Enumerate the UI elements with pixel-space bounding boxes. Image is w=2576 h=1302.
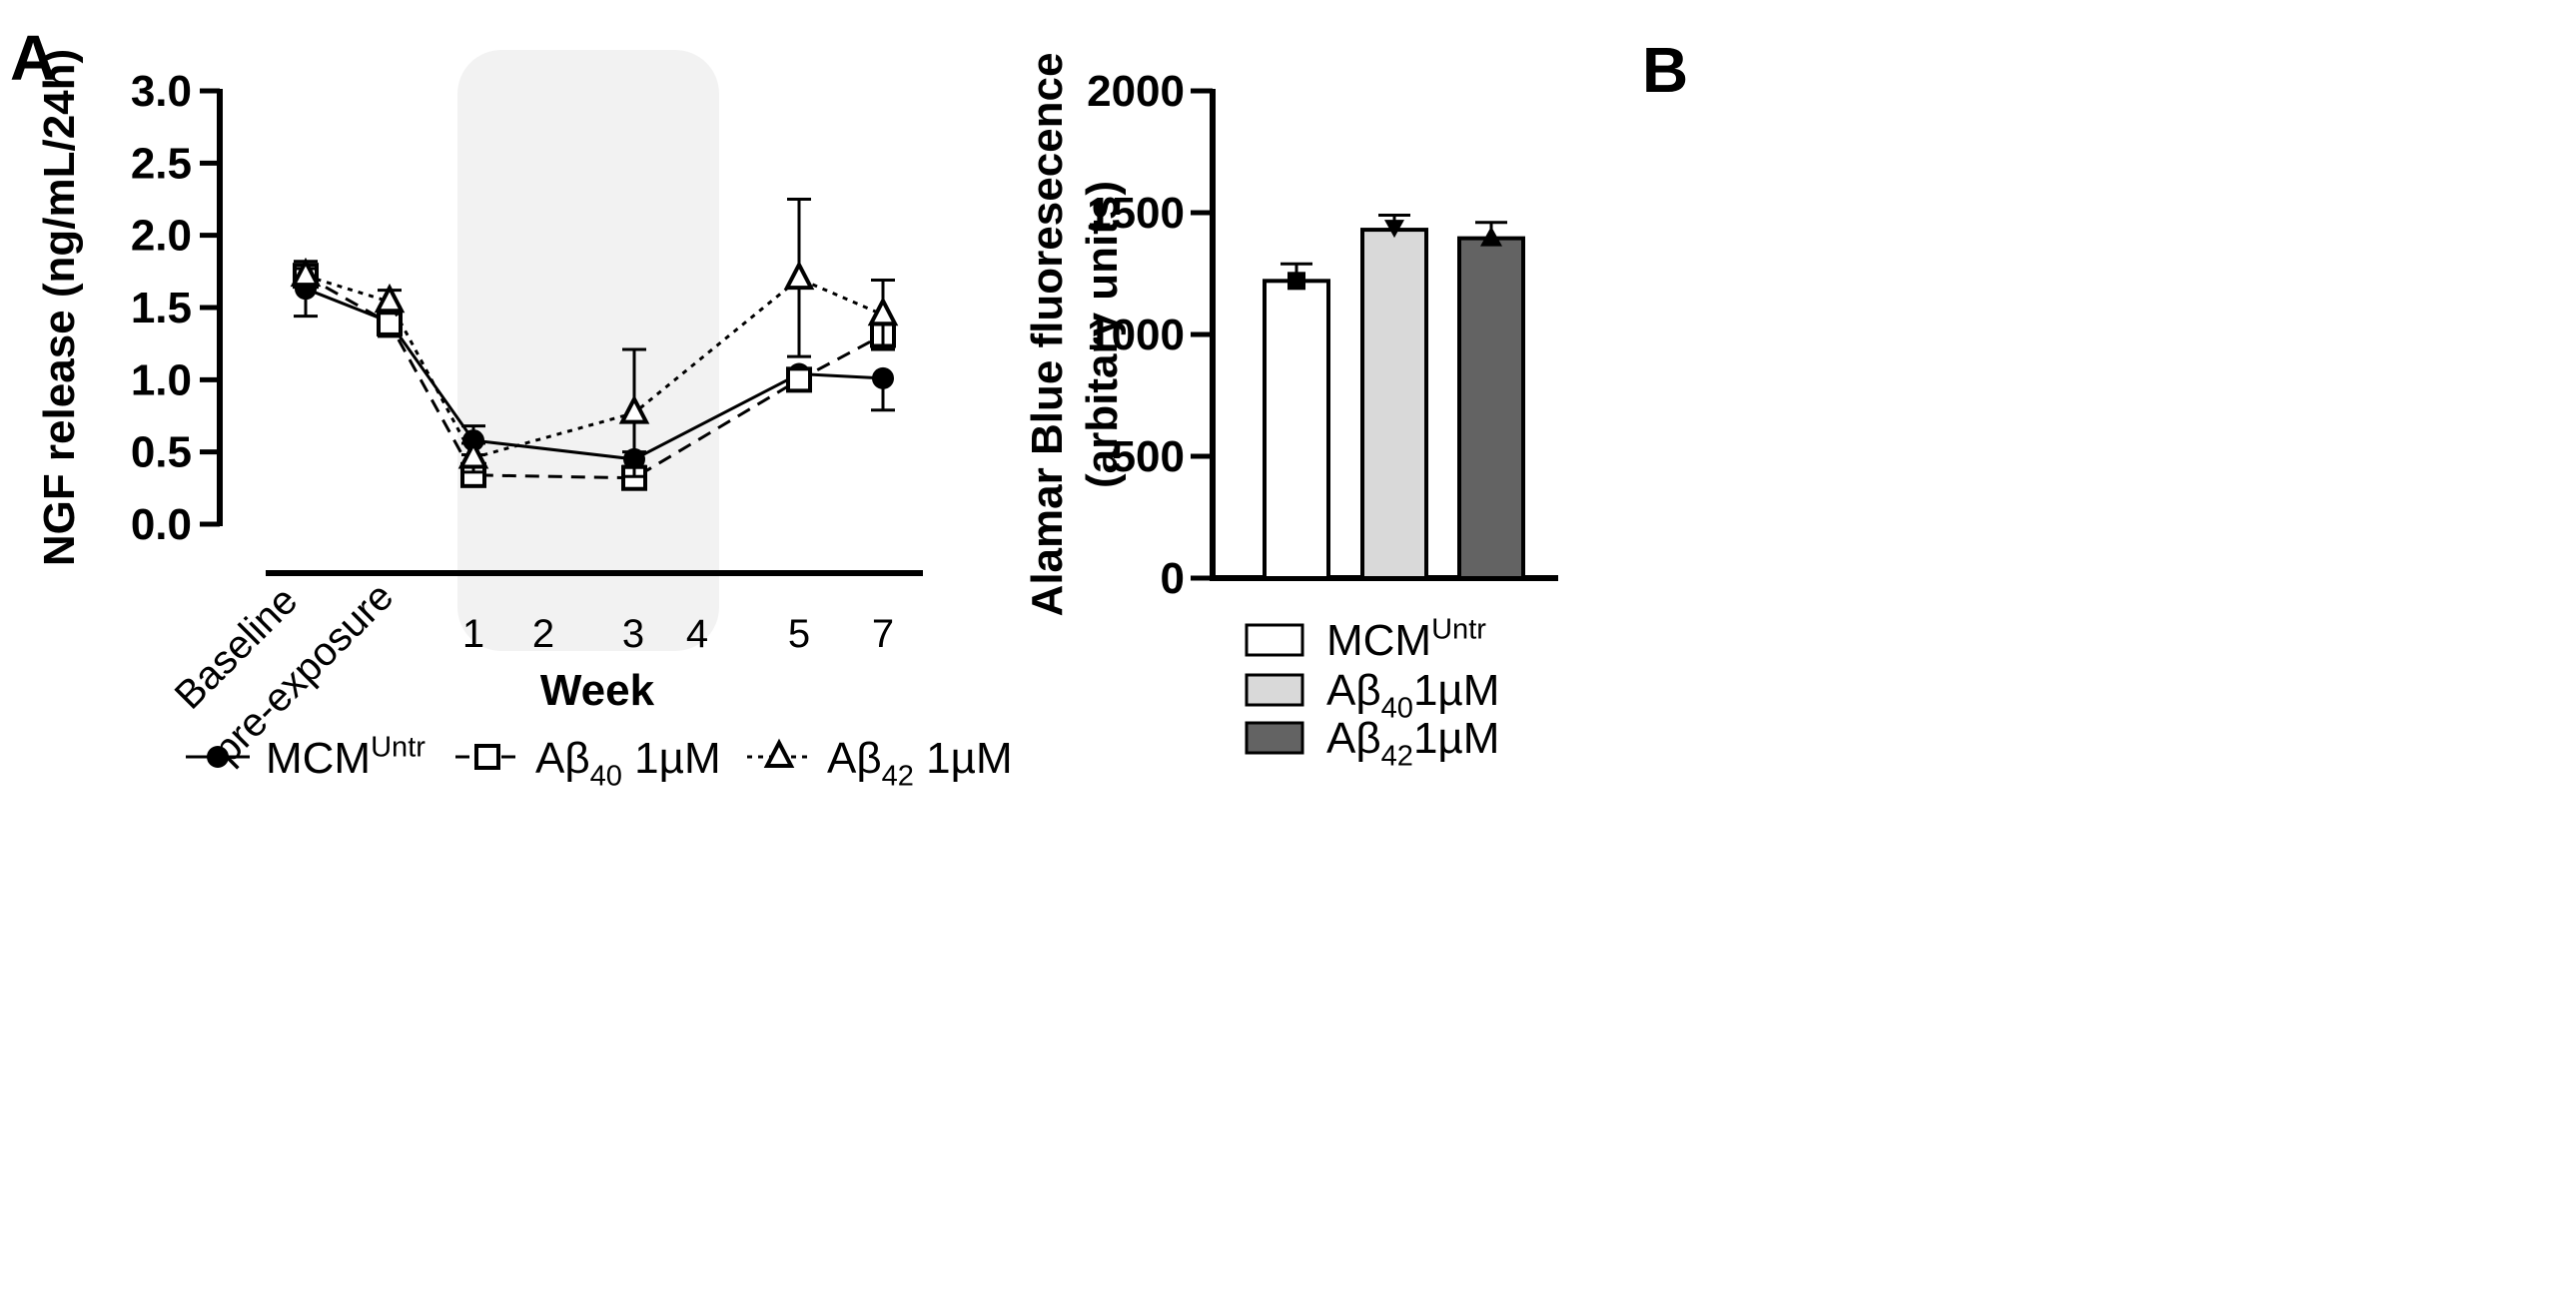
x-tick-label: 2 [532, 612, 554, 656]
y-axis-label-line1: Alamar Blue fluoresecence [1023, 53, 1072, 617]
data-point [290, 257, 322, 288]
data-point [374, 283, 406, 314]
data-point [618, 394, 650, 424]
bar-marker [1384, 220, 1404, 239]
bar-marker [1288, 272, 1305, 291]
legend-label: Aβ421µM [1326, 714, 1499, 772]
panel-a-chart: 0.0 0.5 1.0 1.5 2.0 2.5 3.0 NGF release (ng/mL/… [35, 49, 1013, 792]
legend-swatch [1245, 721, 1304, 755]
bar [1457, 236, 1525, 580]
bar-marker [1480, 226, 1502, 247]
legend-marker [474, 744, 500, 770]
panel-label-b: B [1642, 34, 1688, 106]
data-point [786, 366, 812, 393]
y-tick-label: 1500 [1087, 189, 1185, 238]
y-tick-label: 500 [1112, 432, 1185, 481]
y-axis-label-line2: (arbitary units) [1078, 181, 1127, 488]
y-tick-label: 3.0 [131, 67, 192, 116]
series-line [305, 274, 884, 460]
y-tick-label: 1.5 [131, 284, 192, 332]
x-tick-label: 5 [788, 612, 810, 656]
series-line [305, 274, 884, 480]
y-tick-label: 0 [1161, 554, 1185, 603]
y-tick-label: 2.5 [131, 139, 192, 188]
y-axis-label: NGF release (ng/mL/24h) [35, 49, 84, 566]
y-tick-label: 0.0 [131, 500, 192, 549]
legend-marker [763, 738, 795, 768]
y-tick-label: 1.0 [131, 355, 192, 404]
data-point [872, 366, 894, 389]
x-tick-label: 3 [622, 612, 644, 656]
y-tick-label: 1000 [1087, 311, 1185, 359]
legend-swatch [1245, 673, 1304, 707]
legend-label: Aβ40 1µM [535, 734, 721, 792]
x-axis-label: Week [540, 666, 655, 715]
exposure-shading [457, 50, 719, 651]
panel-b-chart: 0 500 1000 1500 2000 Alamar Blue fluoresecenc… [1023, 53, 1558, 772]
legend-label: Aβ42 1µM [827, 734, 1013, 792]
data-point [867, 296, 899, 326]
y-tick-label: 2.0 [131, 212, 192, 261]
legend-swatch [1245, 623, 1304, 657]
x-tick-label: 1 [462, 612, 484, 656]
y-tick-label: 2000 [1087, 67, 1185, 116]
data-point [783, 260, 815, 291]
legend-label: MCMUntr [1326, 613, 1486, 665]
bar [1263, 279, 1330, 580]
legend-label: MCMUntr [266, 731, 426, 783]
bar [1360, 228, 1428, 581]
legend-marker [207, 746, 229, 768]
x-tick-label: 7 [872, 612, 894, 656]
legend-label: Aβ401µM [1326, 666, 1499, 724]
y-tick-label: 0.5 [131, 428, 192, 477]
panel-label-a: A [10, 22, 56, 94]
data-point [457, 439, 489, 469]
x-tick-label: 4 [686, 612, 708, 656]
